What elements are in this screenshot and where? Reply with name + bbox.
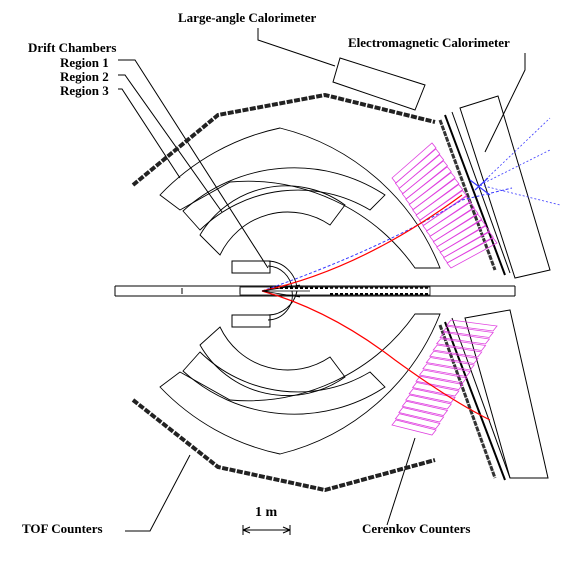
cerenkov-segment [439, 225, 490, 258]
cerenkov-segment [418, 189, 468, 227]
label-electromagnetic-calorimeter: Electromagnetic Calorimeter [348, 35, 510, 50]
scale-bar [242, 525, 291, 535]
cerenkov-segment [391, 142, 437, 184]
particle-tracks [261, 117, 561, 421]
cerenkov-segment [415, 184, 464, 221]
cerenkov-segment [411, 382, 460, 397]
cerenkov-segment [394, 148, 441, 189]
large-angle-calorimeter [332, 57, 426, 111]
cerenkov-segment [418, 369, 468, 384]
cerenkov-segment [436, 219, 487, 253]
label-region-3: Region 3 [60, 83, 109, 98]
cerenkov-segment [425, 201, 475, 237]
electromagnetic-calorimeter [438, 95, 551, 481]
beamline [114, 285, 516, 297]
cerenkov-segment [398, 407, 445, 423]
drift-chamber-region-1 [267, 260, 298, 321]
cerenkov-segment [394, 413, 441, 429]
cerenkov-segment [435, 338, 487, 351]
cerenkov-segment [405, 166, 452, 205]
label-drift-chambers: Drift Chambers [28, 40, 116, 55]
tof-counters [131, 92, 436, 493]
leader-lines [118, 28, 526, 532]
cerenkov-segment [429, 350, 479, 364]
cerenkov-segment [446, 319, 498, 332]
cerenkov-segment [442, 231, 494, 264]
cerenkov-segment [412, 178, 460, 216]
label-cerenkov-counters: Cerenkov Counters [362, 521, 470, 536]
torus-coils [231, 260, 271, 328]
scale-label: 1 m [255, 505, 278, 520]
cerenkov-segment [398, 154, 445, 195]
cerenkov-counters-upper [391, 142, 498, 269]
cerenkov-segment [408, 172, 456, 211]
drift-chamber-region-2 [199, 185, 346, 397]
cerenkov-segment [425, 357, 475, 371]
cerenkov-segment [442, 325, 494, 338]
cerenkov-segment [439, 332, 491, 345]
cerenkov-segment [422, 363, 472, 377]
cerenkov-segment [429, 207, 479, 242]
label-tof-counters: TOF Counters [22, 521, 103, 536]
cerenkov-segment [422, 195, 471, 232]
cerenkov-segment [446, 237, 498, 269]
cerenkov-segment [401, 400, 449, 416]
cerenkov-segment [408, 388, 456, 403]
cerenkov-segment [432, 344, 483, 358]
label-region-1: Region 1 [60, 55, 109, 70]
drift-chamber-region-3 [159, 127, 441, 455]
cerenkov-segment [405, 394, 452, 410]
cerenkov-segment [401, 160, 448, 200]
cerenkov-counters-lower [391, 319, 498, 436]
cerenkov-segment [391, 419, 437, 436]
label-region-2: Region 2 [60, 69, 109, 84]
cerenkov-segment [415, 375, 464, 390]
cerenkov-segment [432, 213, 483, 248]
label-large-angle-calorimeter: Large-angle Calorimeter [178, 10, 316, 25]
